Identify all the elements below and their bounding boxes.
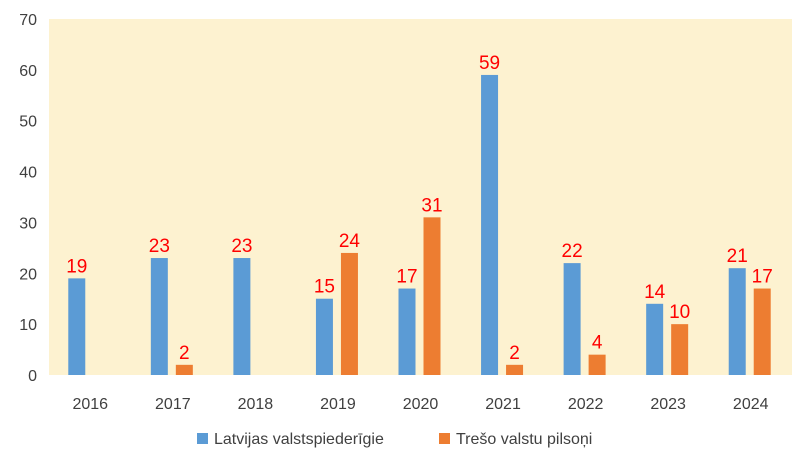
y-tick-label: 50 (19, 114, 37, 131)
x-tick-label: 2020 (403, 396, 439, 413)
bar-series-1-2019 (315, 298, 333, 375)
data-label-series-2-2017: 2 (179, 343, 190, 364)
x-tick-label: 2022 (568, 396, 604, 413)
bar-series-1-2022 (563, 263, 581, 375)
legend-label-series-1: Latvijas valstspiederīgie (214, 431, 384, 448)
y-tick-label: 60 (19, 63, 37, 80)
data-label-series-1-2017: 23 (149, 236, 170, 257)
plot-area-background (49, 19, 792, 375)
bar-series-1-2017 (150, 258, 168, 375)
legend: Latvijas valstspiederīgie Trešo valstu p… (197, 431, 592, 448)
bar-series-2-2020 (423, 217, 441, 375)
x-tick-label: 2024 (733, 396, 769, 413)
y-tick-label: 70 (19, 12, 37, 29)
data-label-series-2-2019: 24 (339, 231, 361, 252)
data-label-series-1-2020: 17 (396, 267, 417, 288)
data-label-series-2-2023: 10 (669, 302, 690, 323)
data-label-series-2-2022: 4 (592, 333, 603, 354)
data-label-series-1-2018: 23 (231, 236, 252, 257)
y-tick-label: 30 (19, 215, 37, 232)
data-label-series-2-2021: 2 (509, 343, 520, 364)
x-tick-label: 2018 (238, 396, 274, 413)
bar-series-1-2018 (233, 258, 251, 375)
bar-series-1-2023 (646, 303, 664, 375)
data-label-series-1-2016: 19 (66, 256, 87, 277)
data-label-series-1-2021: 59 (479, 53, 500, 74)
y-tick-label: 40 (19, 165, 37, 182)
x-tick-label: 2023 (650, 396, 686, 413)
data-label-series-1-2024: 21 (727, 246, 748, 267)
x-tick-label: 2016 (72, 396, 108, 413)
x-tick-label: 2019 (320, 396, 356, 413)
y-tick-label: 0 (28, 368, 37, 385)
bar-series-1-2016 (68, 278, 86, 375)
bar-series-2-2019 (340, 252, 358, 375)
bars (68, 74, 771, 375)
bar-series-1-2021 (481, 74, 499, 375)
x-tick-label: 2021 (485, 396, 521, 413)
data-label-series-1-2019: 15 (314, 277, 335, 298)
data-label-series-1-2022: 22 (562, 241, 583, 262)
legend-swatch-series-1 (197, 433, 208, 444)
x-tick-label: 2017 (155, 396, 191, 413)
y-tick-label: 10 (19, 317, 37, 334)
bar-series-1-2020 (398, 288, 416, 375)
data-label-series-1-2023: 14 (644, 282, 666, 303)
y-tick-label: 20 (19, 266, 37, 283)
data-label-series-2-2024: 17 (752, 267, 773, 288)
bar-series-2-2024 (753, 288, 771, 375)
legend-label-series-2: Trešo valstu pilsoņi (456, 431, 592, 448)
data-label-series-2-2020: 31 (421, 195, 442, 216)
bar-series-2-2017 (175, 364, 193, 375)
bar-series-2-2023 (671, 324, 689, 375)
legend-swatch-series-2 (439, 433, 450, 444)
bar-series-2-2021 (506, 364, 524, 375)
y-axis: 0 10 20 30 40 50 60 70 (19, 12, 37, 385)
x-axis: 2016 2017 2018 2019 2020 2021 2022 2023 2024 (72, 396, 768, 413)
bar-series-2-2022 (588, 354, 606, 375)
bar-series-1-2024 (728, 268, 746, 375)
